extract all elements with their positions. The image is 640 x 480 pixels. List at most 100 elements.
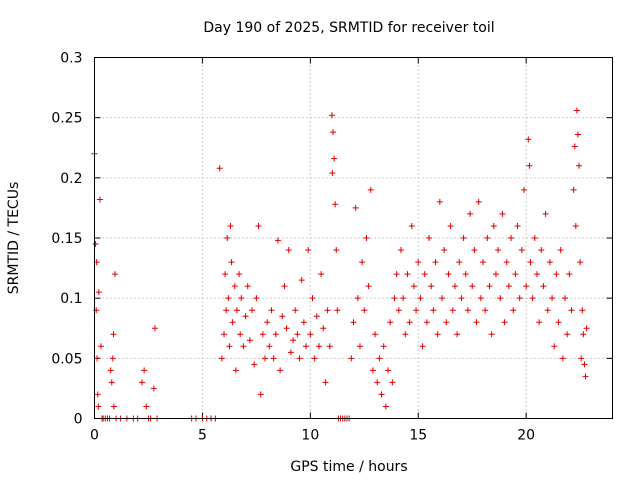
- data-point: [376, 355, 383, 362]
- data-point: [574, 131, 581, 138]
- data-point: [581, 361, 588, 368]
- data-point: [415, 259, 422, 266]
- data-point: [523, 283, 530, 290]
- data-point: [475, 198, 482, 205]
- data-point: [486, 283, 493, 290]
- data-point: [262, 355, 269, 362]
- data-point: [580, 331, 587, 338]
- data-point: [95, 403, 102, 410]
- data-point: [328, 112, 335, 119]
- data-point: [458, 295, 465, 302]
- data-point: [242, 313, 249, 320]
- data-point: [95, 289, 102, 296]
- data-point: [313, 313, 320, 320]
- data-point: [410, 283, 417, 290]
- x-tick-label: 0: [90, 428, 99, 444]
- data-point: [426, 235, 433, 241]
- y-tick-label: 0.25: [51, 111, 82, 127]
- y-tick-label: 0.3: [60, 51, 82, 67]
- data-point: [218, 355, 225, 362]
- data-point: [329, 129, 336, 136]
- data-point: [577, 259, 584, 266]
- data-point: [279, 313, 286, 320]
- data-point: [544, 307, 551, 314]
- data-point: [488, 331, 495, 338]
- data-point: [333, 247, 340, 254]
- data-point: [434, 331, 441, 338]
- data-point: [456, 259, 463, 266]
- data-point: [109, 355, 116, 362]
- data-point: [138, 379, 145, 386]
- data-point: [578, 355, 585, 362]
- x-tick-label: 10: [301, 428, 319, 444]
- y-axis-label: SRMTID / TECUs: [6, 182, 22, 295]
- data-point: [529, 295, 536, 302]
- data-point: [566, 271, 573, 278]
- data-point: [369, 367, 376, 374]
- data-point: [510, 307, 517, 314]
- data-point: [222, 271, 229, 278]
- data-point: [385, 367, 392, 374]
- data-point: [460, 235, 467, 241]
- data-point: [107, 367, 114, 374]
- data-point: [318, 271, 325, 278]
- data-point: [251, 361, 258, 368]
- data-point: [492, 271, 499, 278]
- data-point: [97, 343, 104, 350]
- data-point: [283, 325, 290, 332]
- data-point: [223, 307, 230, 314]
- data-point: [499, 210, 506, 217]
- data-point: [238, 295, 245, 302]
- data-point: [462, 271, 469, 278]
- data-point: [490, 222, 497, 229]
- data-point: [226, 343, 233, 350]
- data-point: [438, 295, 445, 302]
- data-point: [334, 307, 341, 314]
- data-point: [227, 222, 234, 229]
- data-point: [395, 307, 402, 314]
- plot-frame: [94, 57, 613, 419]
- data-point: [473, 319, 480, 326]
- data-point: [296, 355, 303, 362]
- data-point: [221, 331, 227, 338]
- data-point: [516, 295, 523, 302]
- data-point: [332, 201, 339, 208]
- data-point: [322, 379, 329, 386]
- data-point: [521, 186, 528, 193]
- data-point: [538, 247, 545, 254]
- y-tick-label: 0.1: [60, 291, 82, 307]
- data-point: [359, 259, 366, 266]
- data-point: [555, 319, 562, 326]
- data-point: [402, 331, 409, 338]
- y-tick-label: 0: [74, 412, 83, 428]
- data-point: [365, 283, 372, 290]
- data-point: [311, 355, 318, 362]
- data-point: [268, 307, 275, 314]
- data-point: [372, 331, 379, 338]
- data-point: [387, 319, 394, 326]
- data-point: [354, 295, 361, 302]
- data-point: [240, 343, 247, 350]
- data-point: [216, 165, 223, 172]
- data-point: [553, 271, 560, 278]
- data-point: [464, 307, 471, 314]
- data-point: [237, 331, 244, 338]
- data-point: [508, 235, 515, 241]
- data-point: [94, 391, 101, 398]
- data-point: [378, 391, 385, 398]
- data-point: [108, 379, 115, 386]
- data-point: [391, 295, 398, 302]
- data-point: [356, 343, 363, 350]
- data-point: [559, 355, 566, 362]
- data-point: [382, 403, 389, 410]
- data-point: [503, 259, 510, 266]
- data-point: [141, 367, 148, 374]
- data-point: [294, 331, 301, 338]
- data-point: [512, 271, 519, 278]
- data-point: [229, 319, 236, 326]
- data-point: [320, 325, 327, 332]
- data-point: [331, 155, 338, 162]
- data-point: [514, 222, 521, 229]
- data-point: [231, 283, 238, 290]
